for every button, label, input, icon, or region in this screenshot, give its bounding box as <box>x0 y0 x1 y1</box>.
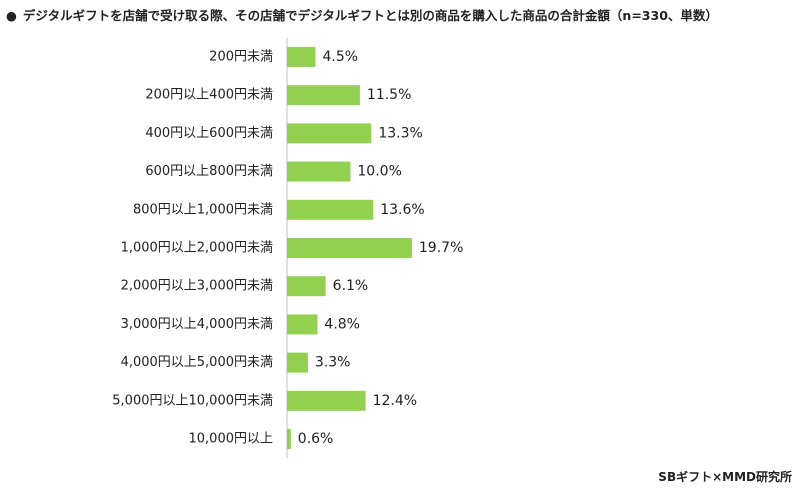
bar-5 <box>287 199 374 220</box>
title-bullet: ● <box>6 8 17 23</box>
category-label: 200円未満 <box>209 50 273 65</box>
bar-10 <box>287 390 366 411</box>
data-label: 10.0% <box>357 164 401 180</box>
data-label: 11.5% <box>367 87 411 103</box>
category-label: 4,000円以上5,000円未満 <box>121 355 273 370</box>
bar-8 <box>287 314 318 335</box>
category-label: 5,000円以上10,000円未満 <box>112 393 273 408</box>
data-label: 6.1% <box>333 278 369 294</box>
data-label: 13.6% <box>380 202 424 218</box>
bar-2 <box>287 85 360 106</box>
data-label: 4.8% <box>324 316 360 332</box>
category-label: 3,000円以上4,000円未満 <box>121 317 273 332</box>
bar-3 <box>287 123 372 144</box>
title-text: デジタルギフトを店舗で受け取る際、その店舗でデジタルギフトとは別の商品を購入した… <box>22 8 718 23</box>
bar-4 <box>287 161 351 182</box>
bar-11 <box>287 429 291 449</box>
bar-9 <box>287 352 308 373</box>
data-label: 13.3% <box>378 125 422 141</box>
data-label: 19.7% <box>419 240 463 256</box>
source-credit: SBギフト×MMD研究所 <box>658 470 792 484</box>
category-label: 800円以上1,000円未満 <box>133 202 273 217</box>
category-label: 2,000円以上3,000円未満 <box>121 279 273 294</box>
data-label: 4.5% <box>323 49 359 65</box>
bar-7 <box>287 276 326 297</box>
data-label: 3.3% <box>315 355 351 371</box>
category-label: 600円以上800円未満 <box>145 164 273 179</box>
bar-6 <box>287 238 412 258</box>
category-label: 1,000円以上2,000円未満 <box>121 241 273 256</box>
data-label: 12.4% <box>373 393 417 409</box>
data-label: 0.6% <box>298 431 334 447</box>
category-label: 10,000円以上 <box>189 432 274 447</box>
category-label: 200円以上400円未満 <box>145 88 273 103</box>
chart-title: ● デジタルギフトを店舗で受け取る際、その店舗でデジタルギフトとは別の商品を購入し… <box>6 5 718 24</box>
category-label: 400円以上600円未満 <box>145 126 273 141</box>
bar-1 <box>287 47 316 67</box>
